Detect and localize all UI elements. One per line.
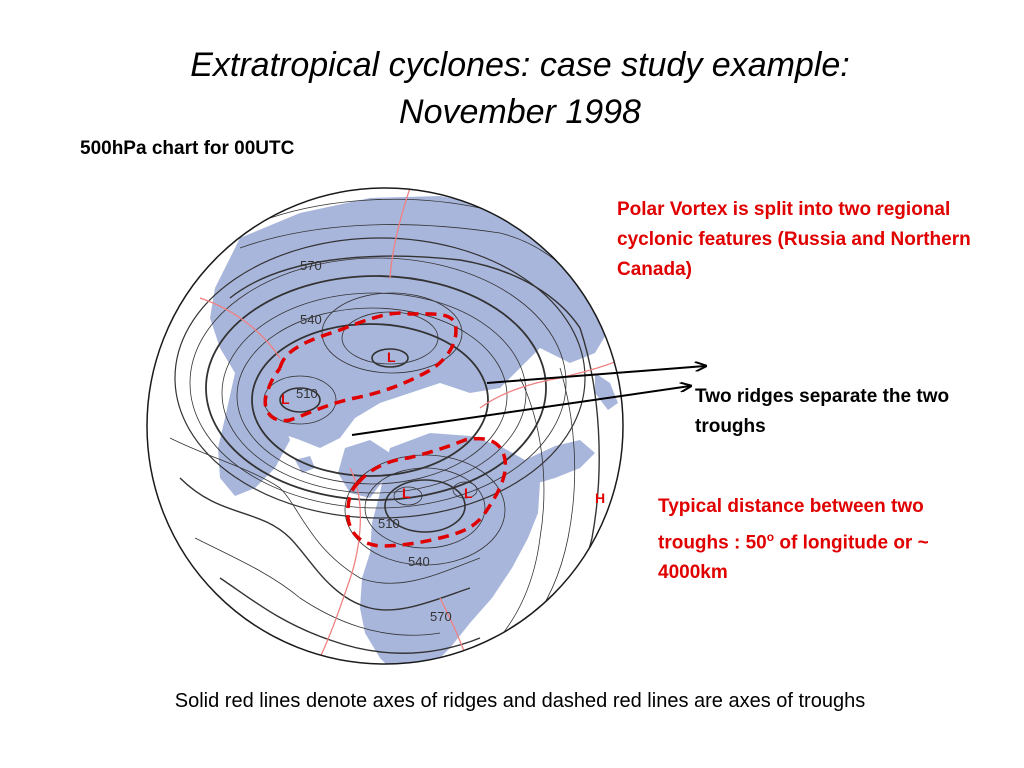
contour-label: 510 xyxy=(296,386,318,401)
slide-title: Extratropical cyclones: case study examp… xyxy=(60,42,980,136)
land-eurasia xyxy=(210,196,610,448)
distance-note: Typical distance between two troughs : 5… xyxy=(658,492,998,588)
slide-caption: Solid red lines denote axes of ridges an… xyxy=(174,690,866,712)
distance-note-suffix: of longitude or ~ 4000km xyxy=(658,532,929,584)
low-marker: L xyxy=(464,485,473,501)
contour-label: 540 xyxy=(408,554,430,569)
land-alaska xyxy=(525,440,595,483)
polar-vortex-note: Polar Vortex is split into two regional … xyxy=(617,199,971,280)
contour-label: 570 xyxy=(300,258,322,273)
trough-russia xyxy=(263,311,458,423)
ridge-axis xyxy=(199,297,281,359)
high-marker: H xyxy=(595,490,605,506)
chart-subtitle: 500hPa chart for 00UTC xyxy=(80,138,295,159)
ridge-axis xyxy=(389,188,411,279)
contour-label: 570 xyxy=(430,609,452,624)
polar-map-svg: 570 540 510 510 540 570 L L L L H xyxy=(146,187,624,665)
title-line-2: November 1998 xyxy=(399,93,641,131)
low-marker: L xyxy=(387,349,396,365)
distance-note-prefix: Typical distance between two troughs : 5… xyxy=(658,496,924,554)
polar-map: 570 540 510 510 540 570 L L L L H xyxy=(140,178,640,678)
pressure-markers: L L L L H xyxy=(281,349,605,506)
low-marker: L xyxy=(402,485,411,501)
low-marker: L xyxy=(281,391,290,407)
degree-superscript: o xyxy=(766,530,775,544)
trough-canada xyxy=(346,436,508,548)
title-line-1: Extratropical cyclones: case study examp… xyxy=(190,46,850,84)
contour-label: 540 xyxy=(300,312,322,327)
ridge-axis xyxy=(314,467,361,664)
contour-labels: 570 540 510 510 540 570 xyxy=(296,258,452,624)
contour-label: 510 xyxy=(378,516,400,531)
ridges-note: Two ridges separate the two troughs xyxy=(695,386,950,437)
trough-outlines xyxy=(263,311,508,548)
